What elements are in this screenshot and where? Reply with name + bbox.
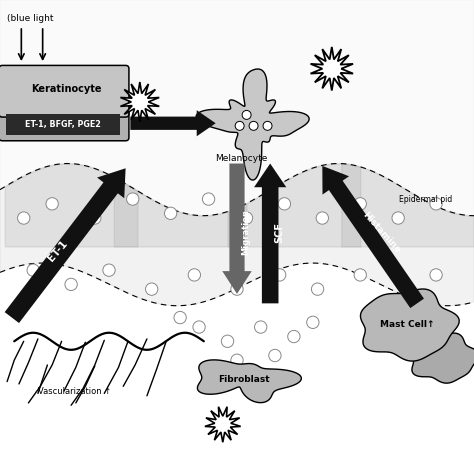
Text: Vascularization ↑: Vascularization ↑ xyxy=(38,387,111,395)
Polygon shape xyxy=(197,360,301,402)
Polygon shape xyxy=(410,333,474,383)
Circle shape xyxy=(288,330,300,343)
Circle shape xyxy=(392,212,404,224)
Circle shape xyxy=(46,198,58,210)
Polygon shape xyxy=(205,407,241,442)
Text: ET-1: ET-1 xyxy=(46,239,70,264)
Text: Epidermal pid: Epidermal pid xyxy=(400,195,453,203)
Polygon shape xyxy=(196,69,309,180)
Circle shape xyxy=(11,120,22,131)
Circle shape xyxy=(27,264,39,276)
Circle shape xyxy=(174,311,186,324)
Circle shape xyxy=(188,269,201,281)
Circle shape xyxy=(249,121,258,130)
FancyBboxPatch shape xyxy=(6,114,120,135)
Polygon shape xyxy=(120,82,159,122)
Polygon shape xyxy=(5,168,126,323)
Text: (blue light: (blue light xyxy=(7,15,54,23)
Text: Mast Cell↑: Mast Cell↑ xyxy=(381,320,435,329)
Circle shape xyxy=(354,198,366,210)
Circle shape xyxy=(29,120,39,131)
FancyBboxPatch shape xyxy=(0,89,129,141)
Polygon shape xyxy=(322,166,424,308)
Circle shape xyxy=(65,278,77,291)
Circle shape xyxy=(202,193,215,205)
Text: Keratinocyte: Keratinocyte xyxy=(31,83,101,94)
Text: Histamine: Histamine xyxy=(361,210,402,255)
FancyBboxPatch shape xyxy=(0,65,129,117)
Circle shape xyxy=(273,269,286,281)
Circle shape xyxy=(240,212,253,224)
Circle shape xyxy=(193,321,205,333)
Polygon shape xyxy=(361,289,459,361)
Circle shape xyxy=(127,193,139,205)
Text: Fibroblast: Fibroblast xyxy=(219,375,270,383)
Circle shape xyxy=(103,264,115,276)
Circle shape xyxy=(146,283,158,295)
Circle shape xyxy=(263,121,272,130)
Text: SCF: SCF xyxy=(274,222,285,243)
Circle shape xyxy=(164,207,177,219)
Polygon shape xyxy=(222,164,252,294)
Circle shape xyxy=(354,269,366,281)
Text: ET-1, BFGF, PGE2: ET-1, BFGF, PGE2 xyxy=(25,120,101,128)
Text: Migration: Migration xyxy=(241,209,250,255)
Polygon shape xyxy=(310,47,353,91)
Circle shape xyxy=(242,110,251,119)
Circle shape xyxy=(89,212,101,224)
Circle shape xyxy=(311,283,324,295)
Circle shape xyxy=(231,354,243,366)
Circle shape xyxy=(269,349,281,362)
Circle shape xyxy=(18,212,30,224)
Circle shape xyxy=(430,269,442,281)
Polygon shape xyxy=(254,164,286,303)
Circle shape xyxy=(235,121,244,130)
Polygon shape xyxy=(130,110,216,137)
Circle shape xyxy=(316,212,328,224)
Text: Melanocyte: Melanocyte xyxy=(216,155,268,163)
Circle shape xyxy=(278,198,291,210)
Circle shape xyxy=(307,316,319,328)
Circle shape xyxy=(255,321,267,333)
Circle shape xyxy=(397,278,409,291)
Circle shape xyxy=(231,283,243,295)
Circle shape xyxy=(430,198,442,210)
Circle shape xyxy=(221,335,234,347)
